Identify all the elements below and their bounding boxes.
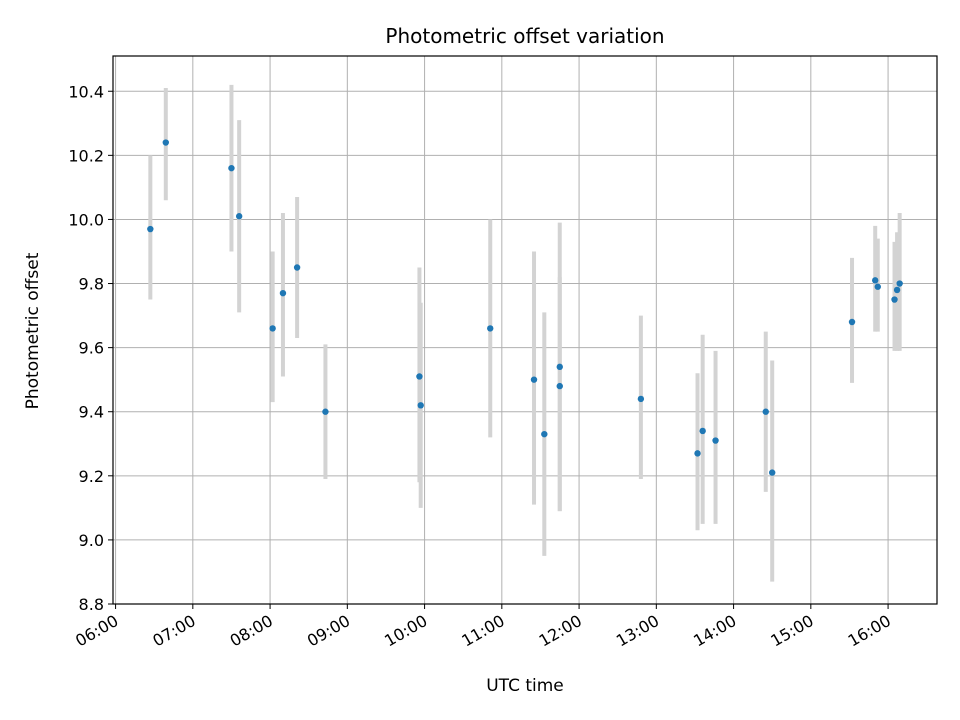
data-point [769,469,776,476]
y-axis-label: Photometric offset [23,252,43,409]
data-points [147,139,903,476]
data-point [694,450,701,457]
data-point [891,296,898,303]
data-point [487,325,494,332]
data-point [712,437,719,444]
data-point [762,408,769,415]
y-tick-label: 10.0 [68,210,104,229]
data-point [872,277,879,284]
data-point [322,408,329,415]
data-point [541,430,548,438]
y-tick-label: 9.0 [79,531,104,550]
y-tick-label: 10.2 [68,146,104,165]
y-tick-label: 9.4 [79,403,104,422]
data-point [235,213,243,220]
chart-title: Photometric offset variation [385,24,664,48]
data-point [699,427,706,435]
y-tick-label: 9.8 [79,275,104,294]
data-point [556,382,563,390]
data-point [269,325,276,332]
y-tick-label: 9.6 [79,339,104,358]
y-tick-label: 10.4 [68,82,104,101]
y-axis-ticks: 8.8 9.0 9.2 9.4 9.6 9.8 10.0 10.2 10.4 [68,82,113,614]
data-point [162,139,169,146]
data-point [874,283,881,290]
data-point [893,286,901,294]
y-tick-label: 8.8 [79,595,104,614]
data-point [556,363,563,371]
data-point [530,376,538,383]
data-point [293,264,301,271]
data-point [417,402,424,409]
data-point [416,373,423,380]
data-point [147,225,154,233]
plot-frame [112,55,938,605]
data-point [637,395,645,403]
data-point [848,318,856,326]
data-point [228,164,235,172]
y-tick-label: 9.2 [79,467,104,486]
data-point [279,289,287,297]
x-axis-label: UTC time [486,676,564,696]
data-point [896,280,903,287]
